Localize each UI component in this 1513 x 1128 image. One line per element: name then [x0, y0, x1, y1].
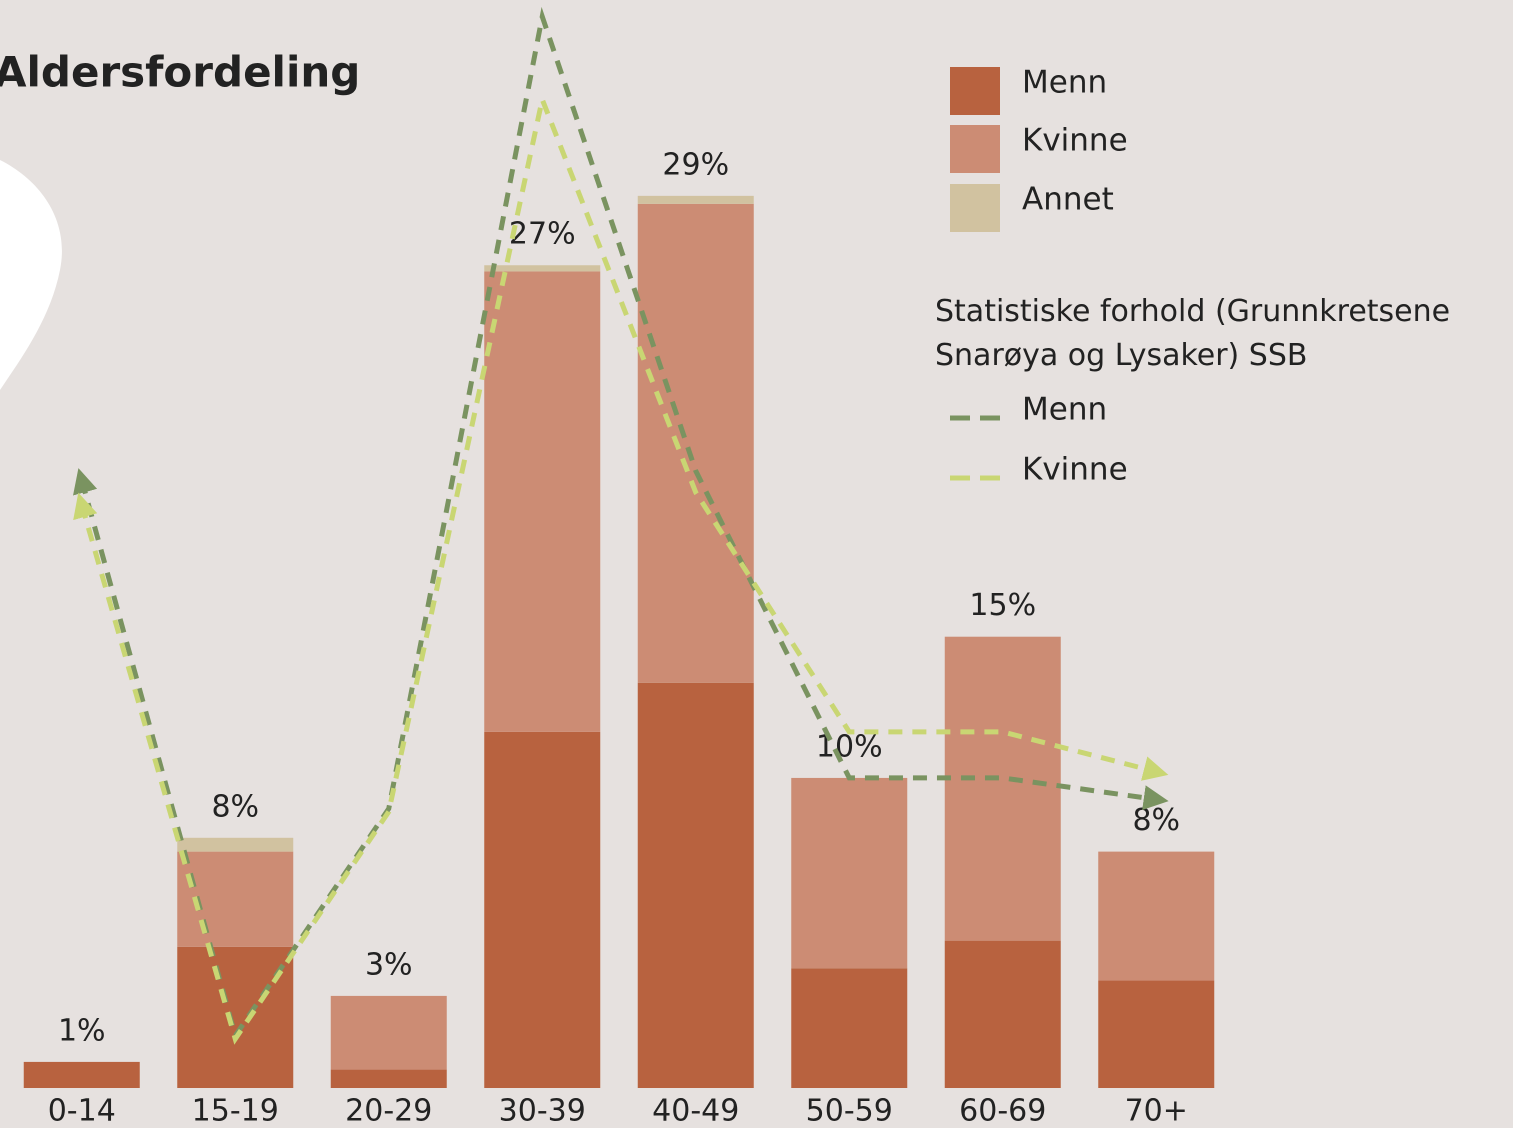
bar-segment — [637, 682, 754, 1088]
total-label: 29% — [662, 147, 729, 182]
bar-segment — [944, 636, 1061, 941]
x-tick-label: 60-69 — [959, 1094, 1046, 1128]
x-tick-label: 15-19 — [192, 1094, 279, 1128]
bar-segment — [1098, 980, 1215, 1088]
bar-segment — [484, 271, 601, 732]
total-label: 8% — [1132, 803, 1180, 838]
legend-label: Menn — [1022, 392, 1107, 428]
bar-segment — [944, 940, 1061, 1088]
x-tick-label: 50-59 — [806, 1094, 893, 1128]
x-tick-label: 30-39 — [499, 1094, 586, 1128]
legend-swatch — [950, 67, 1000, 115]
decor-blob — [0, 160, 62, 390]
x-tick-label: 0-14 — [48, 1094, 116, 1128]
bar-segment — [484, 265, 601, 272]
bar-segment — [791, 968, 908, 1088]
legend-label: Kvinne — [1022, 123, 1128, 159]
bar-segment — [637, 203, 754, 683]
bar-segment — [791, 777, 908, 969]
bar-segment — [330, 1069, 447, 1088]
legend-label: Kvinne — [1022, 452, 1128, 488]
bar-segment — [23, 1061, 140, 1088]
x-tick-label: 40-49 — [652, 1094, 739, 1128]
legend-label: Menn — [1022, 65, 1107, 101]
ssb-line — [73, 90, 1169, 1045]
legend-swatch — [950, 125, 1000, 173]
total-label: 3% — [365, 947, 413, 982]
legend-swatch — [950, 184, 1000, 232]
bar-segment — [177, 837, 294, 852]
bar-segment — [1098, 851, 1215, 981]
chart-title: Aldersfordeling — [0, 48, 360, 97]
line-legend-title: Statistiske forhold (Grunnkretsene Snarø… — [935, 294, 1451, 373]
legend-label: Annet — [1022, 182, 1114, 218]
ssb-line — [73, 6, 1169, 1042]
bar-segment — [484, 731, 601, 1088]
bar-segment — [177, 946, 294, 1088]
total-label: 27% — [509, 217, 576, 252]
total-label: 15% — [969, 588, 1036, 623]
total-label: 1% — [58, 1013, 106, 1048]
x-tick-label: 20-29 — [345, 1094, 432, 1128]
bar-segment — [637, 195, 754, 204]
x-tick-label: 70+ — [1125, 1094, 1188, 1128]
bar-segment — [330, 995, 447, 1070]
total-label: 8% — [211, 789, 259, 824]
